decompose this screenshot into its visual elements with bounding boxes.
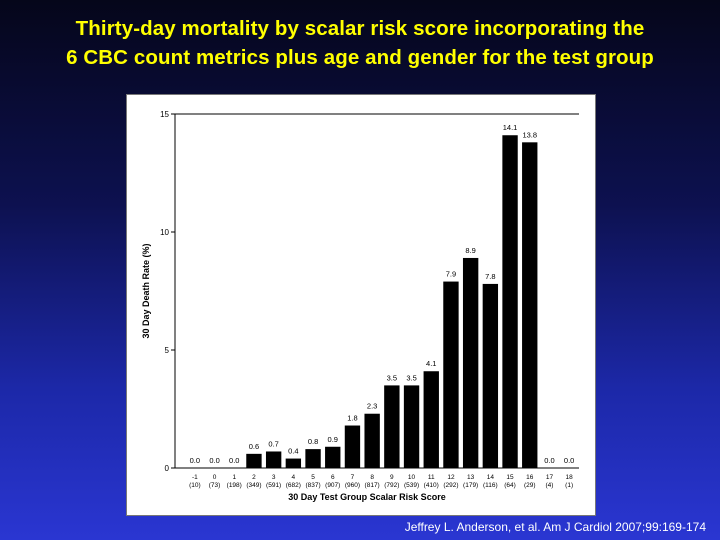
- bar-score-14: [482, 283, 499, 468]
- bar-score-11: [423, 371, 439, 468]
- x-tick-count: (73): [209, 482, 221, 489]
- x-tick-label: 4: [292, 474, 296, 481]
- value-label: 0.6: [249, 442, 259, 451]
- x-tick-count: (410): [424, 482, 439, 489]
- x-tick-count: (64): [504, 482, 516, 489]
- bar-score-7: [344, 425, 361, 468]
- x-tick-count: (292): [443, 482, 458, 489]
- value-label: 0.4: [288, 447, 298, 456]
- bars: [246, 135, 538, 469]
- x-tick-count: (116): [483, 482, 498, 489]
- x-tick-count: (1): [565, 482, 573, 489]
- bar-score-16: [522, 142, 538, 468]
- value-label: 8.9: [465, 246, 475, 255]
- x-tick-label: -1: [192, 474, 198, 481]
- value-label: 0.0: [190, 456, 200, 465]
- bar-score-15: [502, 135, 518, 469]
- x-tick-count: (179): [463, 482, 478, 489]
- x-tick-label: 17: [546, 474, 554, 481]
- x-tick-label: 8: [370, 474, 374, 481]
- bar-score-12: [443, 281, 459, 468]
- value-label: 2.3: [367, 402, 377, 411]
- value-label: 3.5: [387, 373, 397, 382]
- value-label: 7.8: [485, 272, 495, 281]
- y-tick-label: 15: [160, 110, 169, 119]
- x-tick-labels: -1(10) 0(73) 1(198) 2(349) 3(591) 4(682) 5(837…: [189, 474, 573, 489]
- x-axis-label: 30 Day Test Group Scalar Risk Score: [288, 492, 445, 502]
- x-tick-label: 5: [311, 474, 315, 481]
- x-tick-count: (837): [305, 482, 320, 489]
- x-tick-label: 18: [566, 474, 574, 481]
- x-tick-count: (198): [227, 482, 242, 489]
- bar-score-2: [246, 453, 262, 468]
- x-tick-label: 0: [213, 474, 217, 481]
- x-tick-count: (10): [189, 482, 201, 489]
- citation: Jeffrey L. Anderson, et al. Am J Cardiol…: [404, 520, 706, 534]
- x-tick-label: 11: [428, 474, 435, 481]
- x-tick-count: (960): [345, 482, 360, 489]
- x-tick-label: 15: [506, 474, 514, 481]
- x-tick-label: 10: [408, 474, 416, 481]
- x-tick-label: 14: [487, 474, 495, 481]
- x-tick-label: 2: [252, 474, 256, 481]
- bar-score-9: [384, 385, 400, 468]
- slide-title-line-2: 6 CBC count metrics plus age and gender …: [66, 46, 654, 69]
- y-tick-label: 5: [165, 346, 170, 355]
- value-label: 0.0: [564, 456, 574, 465]
- value-label: 4.1: [426, 359, 436, 368]
- value-label: 14.1: [503, 123, 518, 132]
- bar-score-3: [265, 451, 282, 468]
- x-tick-count: (817): [365, 482, 380, 489]
- value-label: 0.9: [328, 435, 338, 444]
- slide-title: Thirty-day mortality by scalar risk scor…: [0, 14, 720, 72]
- x-tick-count: (29): [524, 482, 536, 489]
- value-label: 0.8: [308, 437, 318, 446]
- y-axis-label: 30 Day Death Rate (%): [141, 243, 151, 338]
- y-ticks: 0 5 10 15: [160, 110, 175, 473]
- x-tick-count: (682): [286, 482, 301, 489]
- x-tick-count: (4): [545, 482, 553, 489]
- x-tick-count: (792): [384, 482, 399, 489]
- x-tick-label: 6: [331, 474, 335, 481]
- x-tick-label: 13: [467, 474, 475, 481]
- bar-score-13: [462, 257, 479, 468]
- slide-title-line-1: Thirty-day mortality by scalar risk scor…: [75, 17, 645, 40]
- bar-score-6: [325, 446, 341, 468]
- bar-score-5: [305, 449, 321, 468]
- value-label: 7.9: [446, 270, 456, 279]
- y-tick-label: 0: [165, 464, 170, 473]
- chart-panel: 0 5 10 15 0.0 0.0 0.0 0.6 0.7 0.4 0.8 0.9 1.8 2.3 3.5…: [126, 94, 596, 516]
- value-label: 0.0: [209, 456, 219, 465]
- value-label: 0.0: [229, 456, 239, 465]
- x-tick-count: (907): [325, 482, 340, 489]
- value-labels: 0.0 0.0 0.0 0.6 0.7 0.4 0.8 0.9 1.8 2.3 3.5 3.5 4.1 7…: [190, 123, 575, 465]
- value-label: 13.8: [522, 130, 537, 139]
- bar-score-8: [364, 413, 380, 468]
- x-tick-count: (539): [404, 482, 419, 489]
- x-tick-label: 7: [351, 474, 355, 481]
- x-tick-label: 3: [272, 474, 276, 481]
- x-tick-label: 16: [526, 474, 534, 481]
- x-tick-label: 1: [232, 474, 236, 481]
- value-label: 3.5: [406, 373, 416, 382]
- bar-score-10: [403, 385, 420, 468]
- y-tick-label: 10: [160, 228, 169, 237]
- value-label: 0.7: [268, 439, 278, 448]
- value-label: 1.8: [347, 414, 357, 423]
- x-tick-label: 12: [447, 474, 455, 481]
- x-tick-count: (591): [266, 482, 281, 489]
- value-label: 0.0: [544, 456, 554, 465]
- x-tick-label: 9: [390, 474, 394, 481]
- x-tick-count: (349): [246, 482, 261, 489]
- bar-score-4: [285, 458, 302, 468]
